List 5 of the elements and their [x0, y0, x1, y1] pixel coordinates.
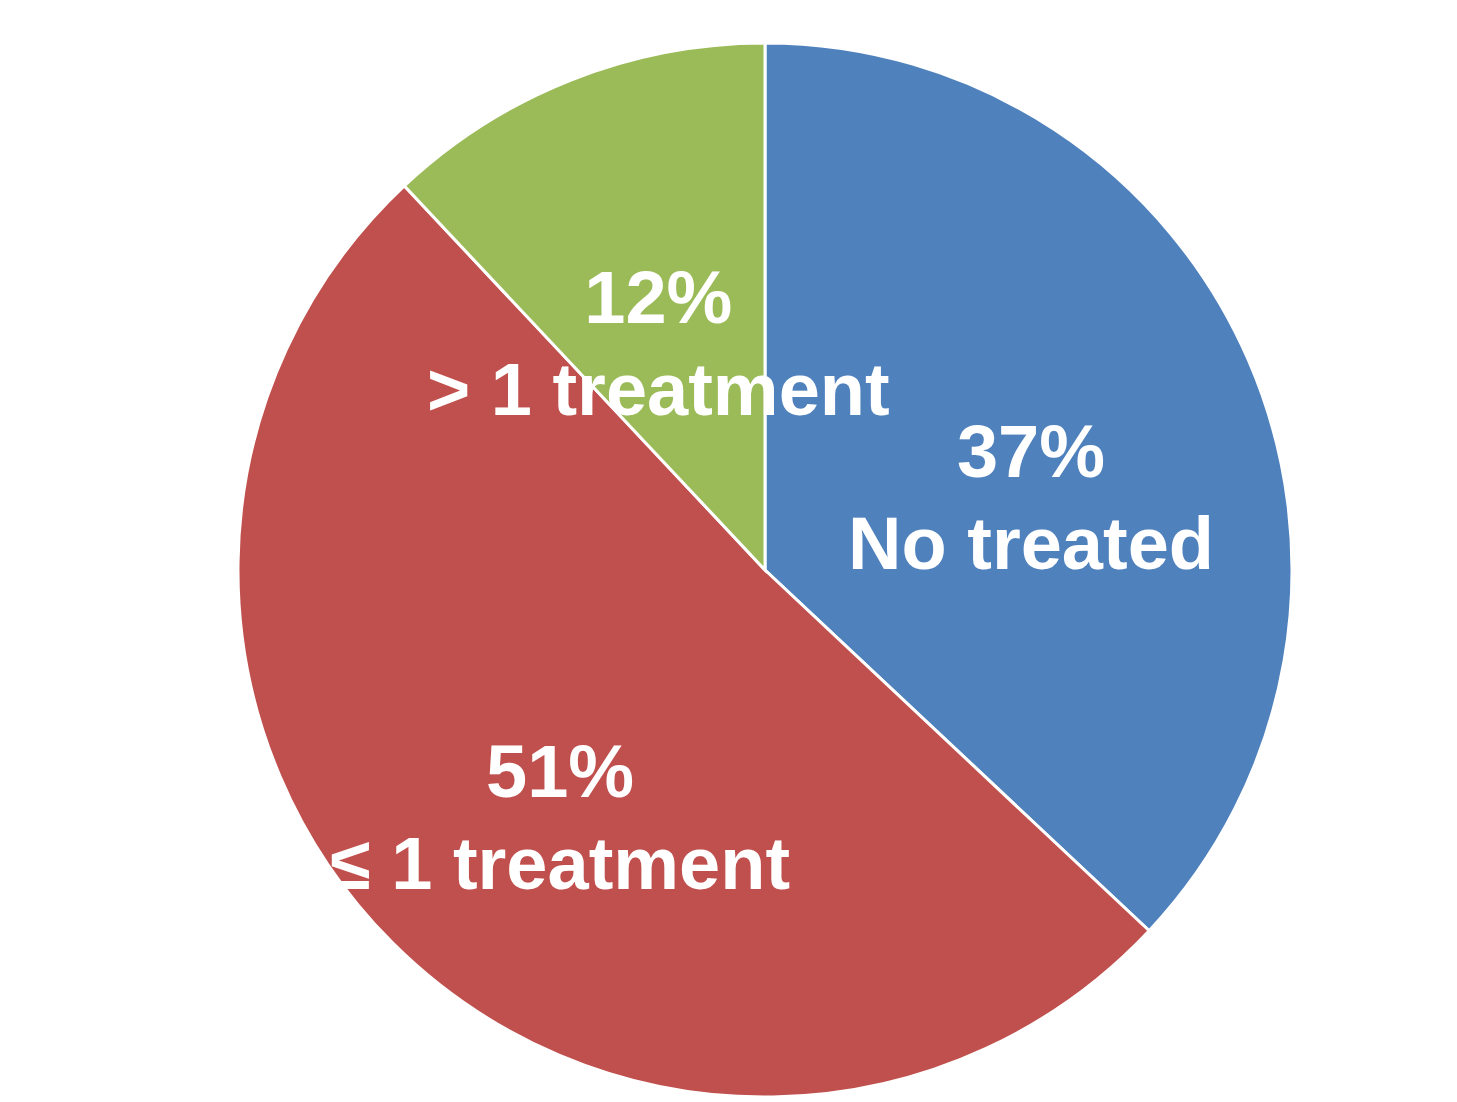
data-label: 51% [485, 729, 635, 813]
slice-label: No treated [848, 501, 1214, 585]
data-label: 37% [956, 409, 1106, 493]
data-label: 12% [584, 255, 733, 339]
slice-label: > 1 treatment [426, 347, 890, 431]
